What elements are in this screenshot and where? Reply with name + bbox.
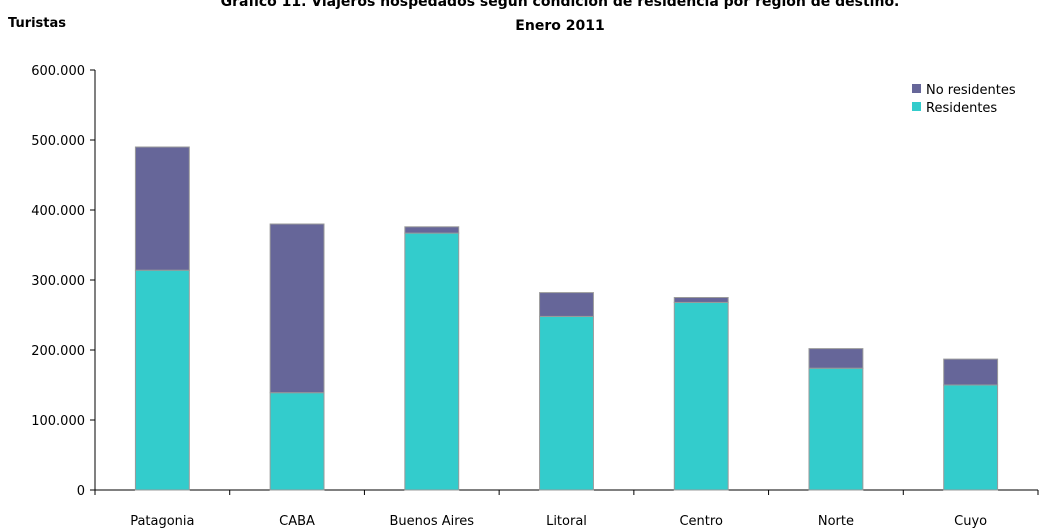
y-tick-label: 0	[77, 484, 85, 499]
bar-residentes	[808, 367, 864, 491]
bar-no-residentes	[808, 348, 864, 369]
bars	[134, 146, 999, 491]
legend-swatch-residentes	[912, 102, 921, 111]
bar-residentes	[269, 392, 325, 491]
y-tick-label: 500.000	[31, 134, 85, 149]
bar-residentes	[134, 269, 190, 491]
bar-residentes	[673, 301, 729, 491]
bar-no-residentes	[673, 297, 729, 303]
bar-no-residentes	[539, 292, 594, 317]
axes: 0 100.000 200.000 300.000 400.000 500.000 600.…	[31, 64, 1039, 499]
legend: No residentes Residentes	[912, 83, 1016, 116]
x-tick-label: Cuyo	[954, 514, 987, 529]
bar-no-residentes	[943, 358, 999, 386]
x-tick-label: Centro	[679, 514, 722, 529]
x-tick-label: Litoral	[546, 514, 587, 529]
bar-residentes	[943, 384, 999, 491]
y-tick-label: 400.000	[31, 204, 85, 219]
x-tick-label: Patagonia	[130, 514, 194, 529]
x-tick-label: CABA	[279, 514, 315, 529]
legend-swatch-no-residentes	[912, 84, 921, 93]
chart-subtitle: Enero 2011	[515, 18, 604, 34]
y-tick-label: 200.000	[31, 344, 85, 359]
y-axis-label: Turistas	[8, 16, 66, 31]
legend-label-residentes: Residentes	[926, 101, 997, 116]
bar-no-residentes	[404, 226, 460, 234]
category-labels: Patagonia CABA Buenos Aires Litoral Centro No…	[130, 514, 987, 529]
y-tick-label: 600.000	[31, 64, 85, 79]
bar-residentes	[539, 315, 594, 491]
x-tick-label: Buenos Aires	[389, 514, 474, 529]
chart-title: Gráfico 11. Viajeros hospedados según co…	[221, 0, 900, 10]
bar-no-residentes	[134, 146, 190, 271]
y-tick-label: 300.000	[31, 274, 85, 289]
legend-label-no-residentes: No residentes	[926, 83, 1016, 98]
bar-residentes	[404, 232, 460, 491]
x-tick-label: Norte	[818, 514, 854, 529]
y-tick-label: 100.000	[31, 414, 85, 429]
bar-no-residentes	[269, 223, 325, 394]
